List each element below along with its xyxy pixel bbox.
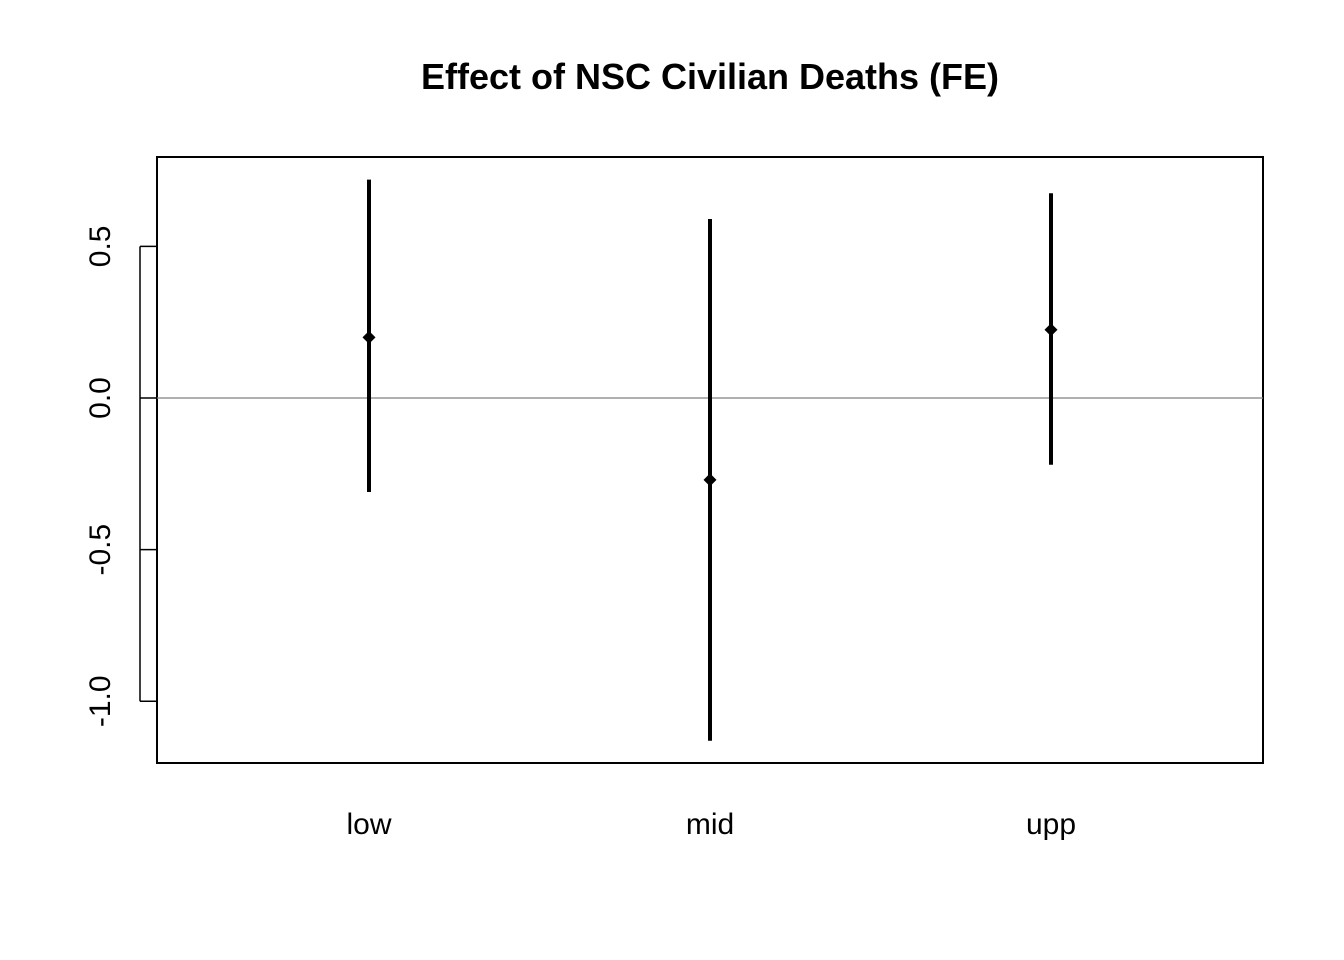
x-tick-label-upp: upp: [1026, 808, 1076, 841]
x-tick-label-mid: mid: [686, 808, 734, 841]
y-tick-label: -1.0: [84, 675, 117, 727]
y-tick-label: 0.0: [84, 377, 117, 419]
error-bars: [362, 179, 1058, 741]
y-axis-ticks: 0.5 0.0 -0.5 -1.0: [84, 225, 157, 727]
y-tick-label: -0.5: [84, 524, 117, 576]
point-estimate-low: [362, 330, 376, 344]
point-estimate-mid: [703, 473, 717, 487]
x-tick-label-low: low: [346, 808, 391, 841]
point-estimate-upp: [1044, 323, 1058, 337]
chart-title: Effect of NSC Civilian Deaths (FE): [420, 56, 1000, 97]
y-tick-label: 0.5: [84, 225, 117, 267]
plot-frame: [156, 156, 1264, 764]
x-axis-labels: low mid upp: [346, 808, 1076, 841]
